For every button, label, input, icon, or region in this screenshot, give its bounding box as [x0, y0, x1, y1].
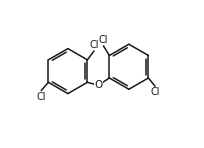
Text: Cl: Cl — [36, 92, 46, 102]
Text: Cl: Cl — [150, 87, 160, 97]
Text: O: O — [94, 80, 102, 90]
Text: Cl: Cl — [89, 40, 99, 50]
Text: Cl: Cl — [99, 35, 108, 45]
